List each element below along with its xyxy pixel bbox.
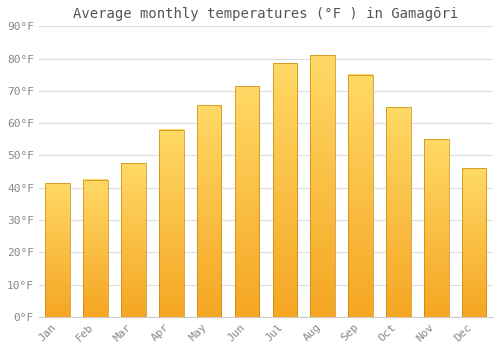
Title: Average monthly temperatures (°F ) in Gamagōri: Average monthly temperatures (°F ) in Ga… (74, 7, 458, 21)
